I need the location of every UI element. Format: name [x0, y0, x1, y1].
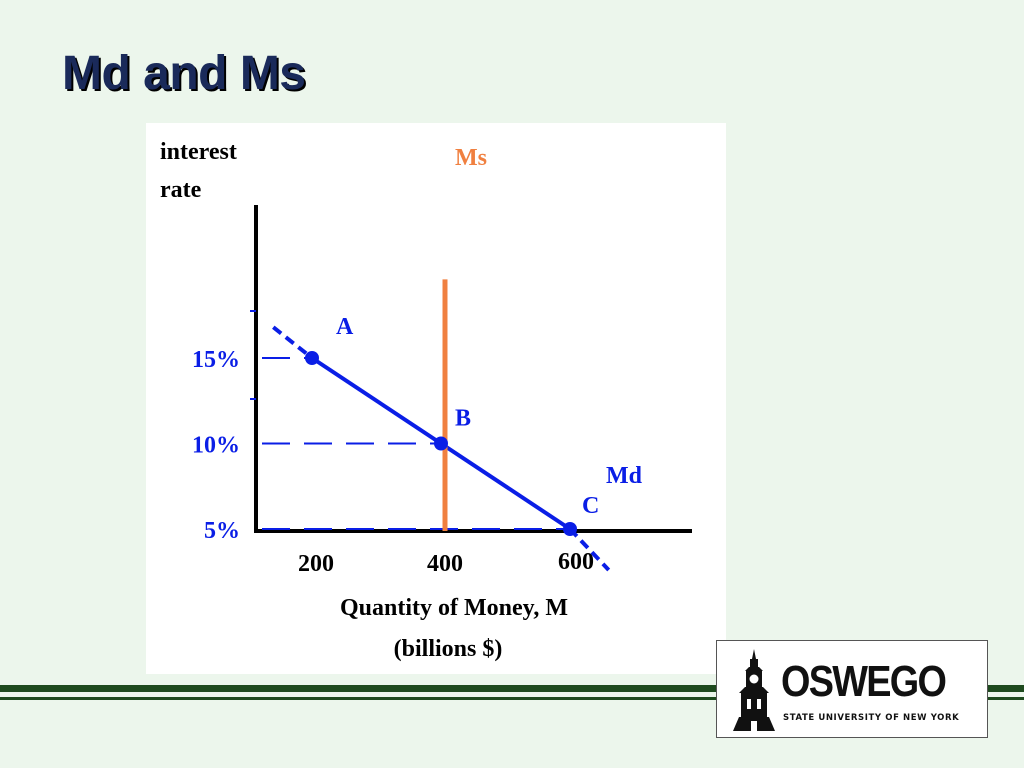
x-axis-label-line2: (billions $) — [394, 636, 503, 662]
md-curve-start — [272, 325, 314, 360]
ms-series-label: Ms — [455, 145, 487, 171]
y-axis-label-line2: rate — [160, 177, 202, 203]
slide-title: Md and Ms — [62, 47, 306, 100]
y-tick-label: 10% — [192, 433, 240, 459]
footer-rule-thin — [0, 697, 1024, 700]
x-tick-label: 600 — [558, 549, 594, 575]
chart-panel: interest rate Quantity of Money, M (bill… — [146, 123, 726, 674]
x-tick-label: 200 — [298, 551, 334, 577]
logo-subtitle: STATE UNIVERSITY OF NEW YORK — [783, 713, 960, 723]
md-series-label: Md — [606, 463, 643, 489]
logo-wordmark: OSWEGO — [781, 657, 947, 706]
x-tick-label: 400 — [427, 551, 463, 577]
y-tick-label: 15% — [192, 347, 240, 373]
clock-tower-icon — [733, 649, 775, 731]
x-axis-label-line1: Quantity of Money, M — [340, 595, 568, 621]
footer-rule-thick — [0, 685, 1024, 692]
y-tick-label: 5% — [204, 518, 240, 544]
oswego-logo: OSWEGO STATE UNIVERSITY OF NEW YORK — [716, 640, 988, 738]
md-ms-chart: interest rate Quantity of Money, M (bill… — [160, 139, 692, 662]
plot-layer: A B C Ms Md 15% 10% 5% 200 400 600 — [192, 145, 692, 577]
y-axis-label-line1: interest — [160, 139, 237, 165]
point-label-a: A — [336, 314, 354, 340]
md-point-c — [563, 522, 577, 536]
point-label-c: C — [582, 493, 599, 519]
md-point-b — [434, 436, 448, 451]
point-label-b: B — [455, 406, 471, 432]
md-curve-end — [568, 527, 611, 572]
md-point-a — [305, 351, 319, 365]
